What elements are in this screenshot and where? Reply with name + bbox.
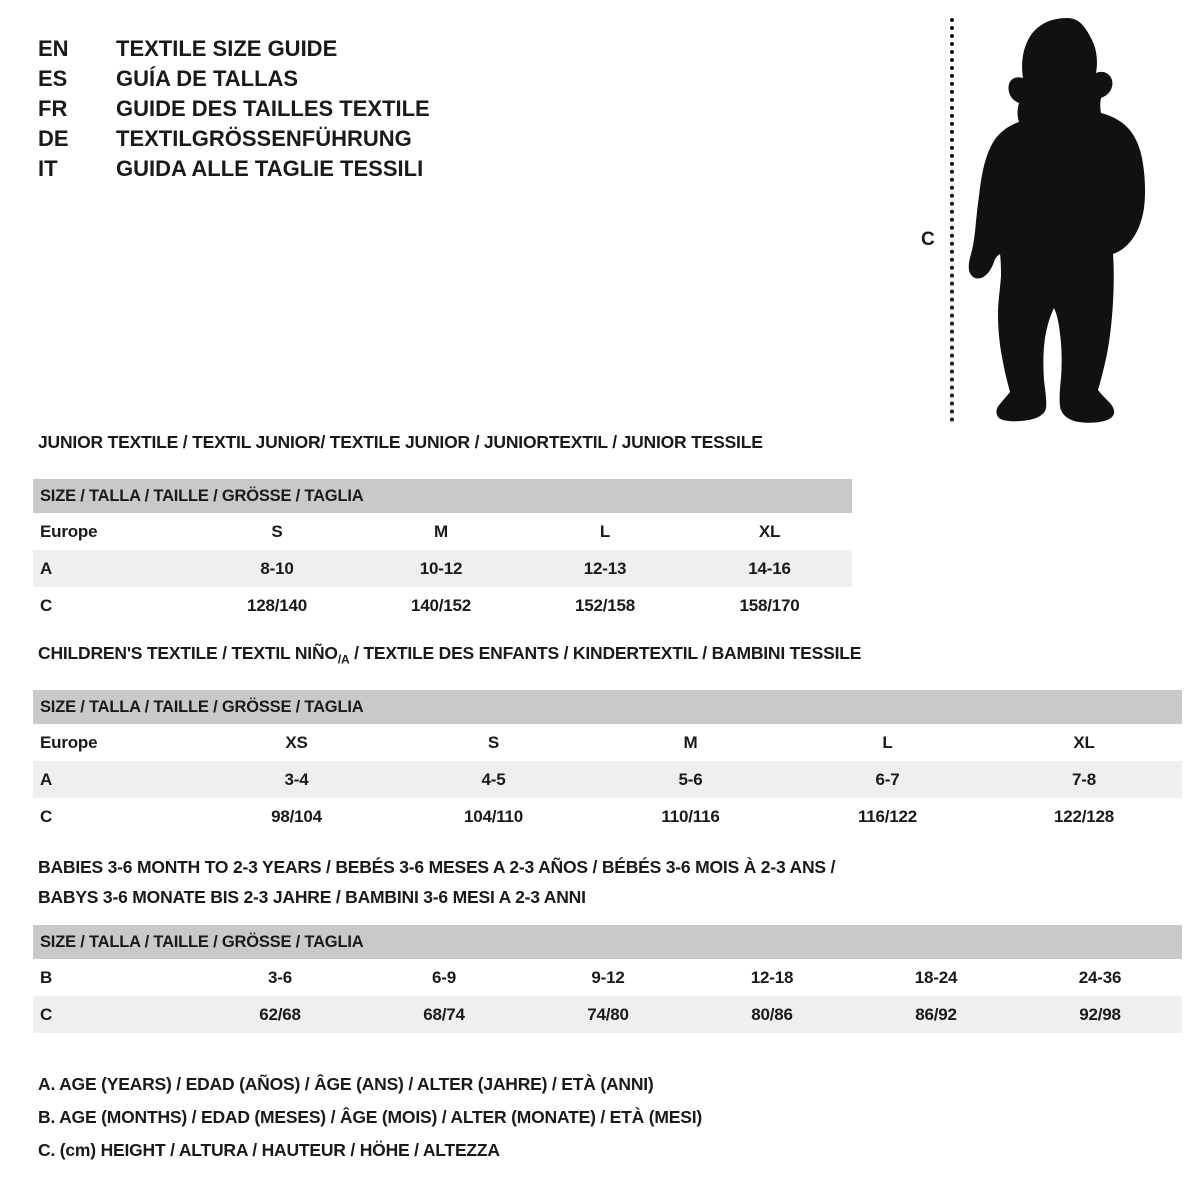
- table-row: A 3-4 4-5 5-6 6-7 7-8: [33, 761, 1183, 798]
- cell: 3-6: [198, 959, 362, 996]
- cell: 12-13: [523, 550, 687, 587]
- language-code: IT: [38, 156, 58, 181]
- row-label: Europe: [33, 724, 198, 761]
- cell: 8-10: [195, 550, 359, 587]
- table-row: C 128/140 140/152 152/158 158/170: [33, 587, 853, 624]
- language-row: IT GUIDA ALLE TAGLIE TESSILI: [38, 154, 558, 184]
- cell: 12-18: [690, 959, 854, 996]
- junior-bar-label: SIZE / TALLA / TAILLE / GRÖSSE / TAGLIA: [33, 479, 853, 513]
- language-row: DE TEXTILGRÖSSENFÜHRUNG: [38, 124, 558, 154]
- cell: XL: [687, 513, 853, 550]
- row-label: A: [33, 761, 198, 798]
- cell: S: [195, 513, 359, 550]
- language-title: GUÍA DE TALLAS: [116, 66, 299, 91]
- cell: S: [395, 724, 592, 761]
- babies-table-bar-row: SIZE / TALLA / TAILLE / GRÖSSE / TAGLIA: [33, 925, 1182, 959]
- table-row: Europe XS S M L XL: [33, 724, 1183, 761]
- table-row: B 3-6 6-9 9-12 12-18 18-24 24-36: [33, 959, 1182, 996]
- children-table-bar-row: SIZE / TALLA / TAILLE / GRÖSSE / TAGLIA: [33, 690, 1183, 724]
- cell: 9-12: [526, 959, 690, 996]
- cell: L: [789, 724, 986, 761]
- junior-size-table: SIZE / TALLA / TAILLE / GRÖSSE / TAGLIA …: [33, 479, 853, 624]
- cell: 80/86: [690, 996, 854, 1033]
- language-header-block: EN TEXTILE SIZE GUIDE ES GUÍA DE TALLAS …: [38, 34, 558, 184]
- cell: XL: [986, 724, 1183, 761]
- children-size-table: SIZE / TALLA / TAILLE / GRÖSSE / TAGLIA …: [33, 690, 1183, 835]
- language-row: ES GUÍA DE TALLAS: [38, 64, 558, 94]
- cell: 62/68: [198, 996, 362, 1033]
- language-title: GUIDE DES TAILLES TEXTILE: [116, 96, 430, 121]
- cell: 4-5: [395, 761, 592, 798]
- cell: 86/92: [854, 996, 1018, 1033]
- table-row: C 98/104 104/110 110/116 116/122 122/128: [33, 798, 1183, 835]
- cell: 5-6: [592, 761, 789, 798]
- children-bar-label: SIZE / TALLA / TAILLE / GRÖSSE / TAGLIA: [33, 690, 1183, 724]
- cell: M: [592, 724, 789, 761]
- junior-table-bar-row: SIZE / TALLA / TAILLE / GRÖSSE / TAGLIA: [33, 479, 853, 513]
- cell: 122/128: [986, 798, 1183, 835]
- legend-line-b: B. AGE (MONTHS) / EDAD (MESES) / ÂGE (MO…: [38, 1107, 702, 1127]
- cell: M: [359, 513, 523, 550]
- cell: 18-24: [854, 959, 1018, 996]
- cell: 110/116: [592, 798, 789, 835]
- table-row: C 62/68 68/74 74/80 80/86 86/92 92/98: [33, 996, 1182, 1033]
- cell: 98/104: [198, 798, 395, 835]
- legend-line-c: C. (cm) HEIGHT / ALTURA / HAUTEUR / HÖHE…: [38, 1140, 500, 1160]
- language-title: TEXTILE SIZE GUIDE: [116, 36, 338, 61]
- cell: 7-8: [986, 761, 1183, 798]
- junior-section-title: JUNIOR TEXTILE / TEXTIL JUNIOR/ TEXTILE …: [38, 432, 763, 452]
- height-measure-label: C: [921, 229, 935, 250]
- cell: 6-7: [789, 761, 986, 798]
- cell: 92/98: [1018, 996, 1182, 1033]
- babies-section-title-line2: BABYS 3-6 MONATE BIS 2-3 JAHRE / BAMBINI…: [38, 887, 586, 907]
- table-row: Europe S M L XL: [33, 513, 853, 550]
- cell: 6-9: [362, 959, 526, 996]
- cell: 158/170: [687, 587, 853, 624]
- babies-bar-label: SIZE / TALLA / TAILLE / GRÖSSE / TAGLIA: [33, 925, 1182, 959]
- language-title: TEXTILGRÖSSENFÜHRUNG: [116, 126, 412, 151]
- row-label: B: [33, 959, 198, 996]
- cell: 68/74: [362, 996, 526, 1033]
- cell: 140/152: [359, 587, 523, 624]
- language-row: FR GUIDE DES TAILLES TEXTILE: [38, 94, 558, 124]
- cell: 152/158: [523, 587, 687, 624]
- legend-line-a: A. AGE (YEARS) / EDAD (AÑOS) / ÂGE (ANS)…: [38, 1074, 654, 1094]
- cell: 24-36: [1018, 959, 1182, 996]
- toddler-silhouette-icon: [968, 18, 1146, 423]
- cell: 74/80: [526, 996, 690, 1033]
- row-label: C: [33, 798, 198, 835]
- row-label: Europe: [33, 513, 195, 550]
- children-title-suffix: / TEXTILE DES ENFANTS / KINDERTEXTIL / B…: [349, 643, 862, 663]
- children-title-subscript: /A: [337, 652, 350, 667]
- language-title: GUIDA ALLE TAGLIE TESSILI: [116, 156, 424, 181]
- language-code: FR: [38, 96, 68, 121]
- row-label: A: [33, 550, 195, 587]
- legend-block: A. AGE (YEARS) / EDAD (AÑOS) / ÂGE (ANS)…: [38, 1068, 938, 1167]
- height-measure-dashed-line: [950, 18, 954, 422]
- cell: 104/110: [395, 798, 592, 835]
- babies-size-table: SIZE / TALLA / TAILLE / GRÖSSE / TAGLIA …: [33, 925, 1182, 1033]
- babies-section-title-line1: BABIES 3-6 MONTH TO 2-3 YEARS / BEBÉS 3-…: [38, 857, 836, 877]
- language-code: DE: [38, 126, 69, 151]
- cell: 14-16: [687, 550, 853, 587]
- language-row: EN TEXTILE SIZE GUIDE: [38, 34, 558, 64]
- cell: 128/140: [195, 587, 359, 624]
- cell: L: [523, 513, 687, 550]
- cell: XS: [198, 724, 395, 761]
- children-section-title: CHILDREN'S TEXTILE / TEXTIL NIÑO/A / TEX…: [38, 641, 861, 673]
- row-label: C: [33, 587, 195, 624]
- cell: 3-4: [198, 761, 395, 798]
- cell: 116/122: [789, 798, 986, 835]
- row-label: C: [33, 996, 198, 1033]
- height-reference-figure: C: [905, 14, 1190, 426]
- children-title-prefix: CHILDREN'S TEXTILE / TEXTIL NIÑO: [38, 643, 338, 663]
- table-row: A 8-10 10-12 12-13 14-16: [33, 550, 853, 587]
- language-code: EN: [38, 36, 69, 61]
- cell: 10-12: [359, 550, 523, 587]
- language-code: ES: [38, 66, 68, 91]
